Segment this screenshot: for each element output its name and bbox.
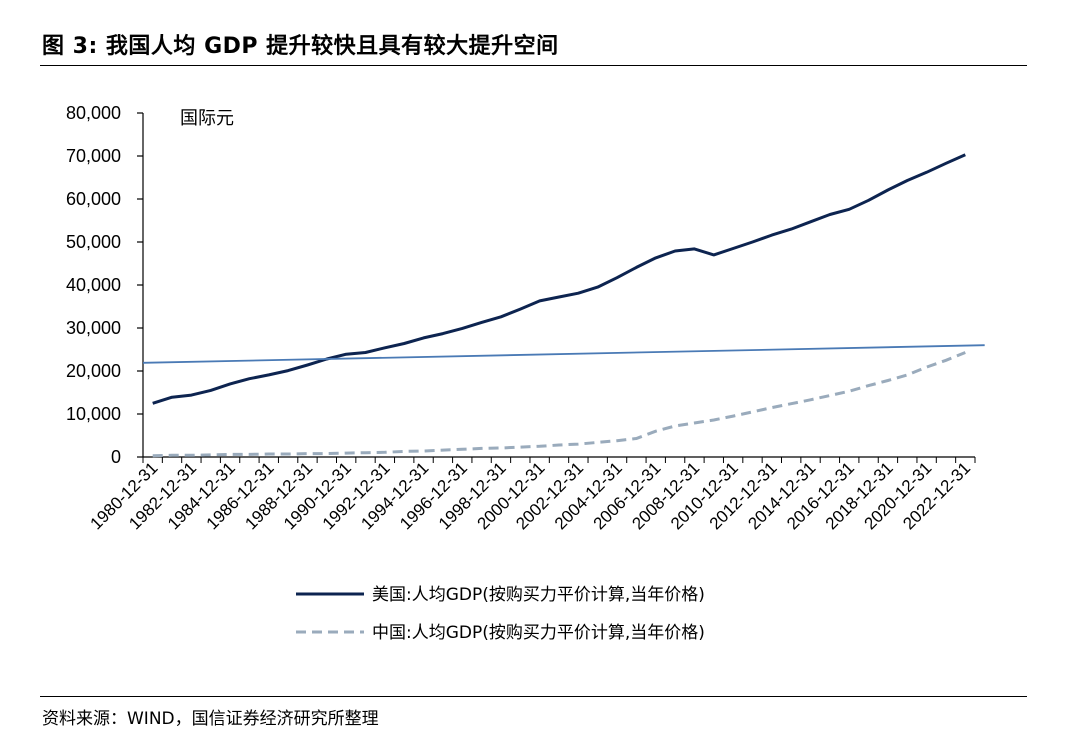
line-chart: 0 10,000 20,000 30,000 40,000 50,000 60,000 70,… [66, 103, 985, 643]
page-title: 图 3: 我国人均 GDP 提升较快且具有较大提升空间 [42, 34, 559, 59]
y-tick-label: 0 [111, 447, 121, 467]
series-line-us [152, 153, 966, 405]
plot-area [142, 153, 985, 458]
unit-label: 国际元 [180, 108, 234, 129]
source-note: 资料来源：WIND，国信证券经济研究所整理 [42, 709, 379, 729]
y-tick-label: 60,000 [66, 189, 121, 209]
y-axis: 0 10,000 20,000 30,000 40,000 50,000 60,000 70,… [66, 103, 144, 467]
trend-line [142, 344, 985, 364]
series-line-cn [152, 351, 966, 458]
footer-divider [40, 696, 1027, 697]
y-tick-label: 70,000 [66, 146, 121, 166]
legend-label-cn: 中国:人均GDP(按购买力平价计算,当年价格) [372, 623, 705, 643]
x-axis: 1980-12-311982-12-311984-12-311986-12-31… [87, 456, 976, 533]
legend: 美国:人均GDP(按购买力平价计算,当年价格) 中国:人均GDP(按购买力平价计… [296, 585, 705, 643]
y-tick-label: 30,000 [66, 318, 121, 338]
y-tick-label: 40,000 [66, 275, 121, 295]
y-tick-label: 50,000 [66, 232, 121, 252]
y-tick-label: 80,000 [66, 103, 121, 123]
y-tick-label: 10,000 [66, 404, 121, 424]
title-divider [40, 65, 1027, 66]
y-tick-label: 20,000 [66, 361, 121, 381]
legend-label-us: 美国:人均GDP(按购买力平价计算,当年价格) [372, 585, 705, 605]
